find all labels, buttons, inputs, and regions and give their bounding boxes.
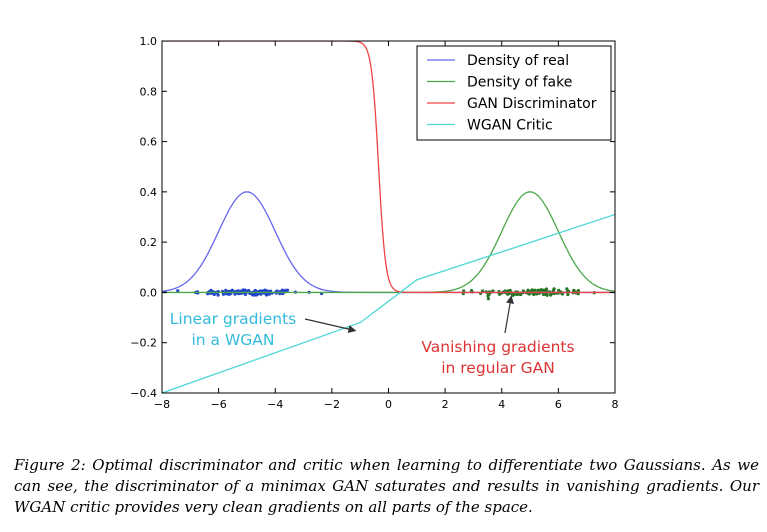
annotation-gan-arrow [504,295,515,334]
chart: −8 −6 −4 −2 0 2 4 6 8 −0.4 −0.2 0.0 0.2 0.4 0.6 0.8 1.0 D… [130,35,619,411]
sample-point-fake [565,287,569,291]
annotation-gan-line1: Vanishing gradients [421,338,574,356]
x-tick-label: 8 [612,398,619,411]
sample-point-fake [480,289,485,293]
legend-label: WGAN Critic [467,118,553,134]
sample-point-real [284,288,288,292]
legend-label: Density of real [467,53,569,69]
sample-point-real [233,292,237,296]
sample-point-fake [519,292,523,297]
annotation-wgan-arrow [304,318,357,333]
sample-point-fake [469,289,474,293]
series-line-wgan-critic [162,213,615,393]
sample-point-fake [521,289,525,293]
x-tick-label: −4 [267,398,283,411]
x-tick-label: −2 [324,398,340,411]
y-tick-label: 0.0 [140,286,158,299]
x-tick-label: −6 [211,398,227,411]
sample-point-fake [545,293,549,297]
sample-point-real [209,288,213,293]
sample-point-fake [486,297,491,301]
figure-area: −8 −6 −4 −2 0 2 4 6 8 −0.4 −0.2 0.0 0.2 0.4 0.6 0.8 1.0 D… [130,35,619,411]
series-line-gan-discriminator [162,41,615,294]
legend-label: Density of fake [467,75,572,91]
y-tick-label: −0.2 [130,337,157,350]
data-layer [162,41,615,393]
y-tick-label: −0.4 [130,387,157,400]
sample-point-real [228,292,232,296]
sample-point-fake [515,292,519,297]
y-tick-label: 0.6 [140,136,158,149]
sample-point-real [259,292,263,296]
sample-point-fake [534,292,539,296]
annotation-gan-line2: in regular GAN [441,359,555,377]
sample-point-fake [560,292,564,296]
x-tick-label: 6 [555,398,562,411]
legend-label: GAN Discriminator [467,96,597,112]
y-tick-label: 0.2 [140,236,158,249]
sample-point-real [176,289,180,293]
sample-point-fake [576,289,581,293]
y-tick-label: 0.4 [140,186,158,199]
annotation-wgan-line2: in a WGAN [191,331,274,349]
sample-point-fake [544,287,549,291]
annotation-wgan-line1: Linear gradients [170,310,296,328]
sample-point-fake [566,292,570,297]
sample-point-real [259,289,263,293]
series-line-density-of-fake [162,191,615,294]
sample-point-fake [552,287,556,291]
x-tick-label: −8 [154,398,170,411]
sample-point-real [253,292,258,296]
figure-caption: Figure 2: Optimal discriminator and crit… [14,456,759,516]
sample-point-fake [462,289,466,293]
x-tick-label: 4 [498,398,505,411]
sample-point-fake [527,292,531,296]
sample-point-real [216,293,220,297]
sample-point-fake [506,289,510,293]
y-tick-label: 1.0 [140,35,158,48]
x-tick-label: 0 [385,398,392,411]
y-tick-label: 0.8 [140,85,158,98]
sample-point-real [267,292,271,296]
sample-point-fake [486,294,490,298]
x-tick-label: 2 [442,398,449,411]
sample-point-fake [533,288,537,292]
